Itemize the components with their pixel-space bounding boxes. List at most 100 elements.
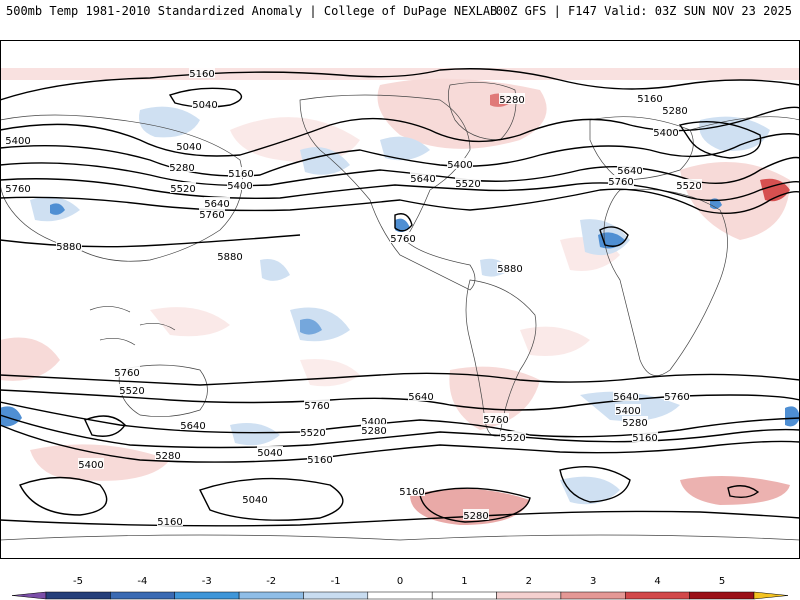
contour-label: 5640 (408, 392, 433, 403)
contour-label-bg (390, 232, 416, 243)
contour-label-bg (637, 92, 663, 103)
colorbar-tick-label: 0 (397, 576, 403, 587)
contour-label: 5400 (78, 460, 103, 471)
height-contours (0, 68, 800, 527)
contour-label: 5760 (664, 392, 689, 403)
contour-label-bg (257, 446, 283, 457)
contour-label-bg (447, 158, 473, 169)
contour-label-bg (622, 416, 648, 427)
contour-label-bg (170, 182, 196, 193)
colorbar: -5 -4 -3 -2 -1 0 1 2 3 4 5 (11, 576, 789, 600)
contour-label: 5520 (119, 386, 144, 397)
contour-label: 5760 (114, 368, 139, 379)
contour-label-bg (217, 250, 243, 261)
contour-label: 5280 (463, 511, 488, 522)
contour-label: 5520 (676, 181, 701, 192)
colorbar-bin (496, 591, 562, 600)
contour-label-bg (5, 134, 31, 145)
se-asia-islands (89, 306, 176, 346)
contour-label-bg (227, 179, 253, 190)
contour-label-bg (676, 179, 702, 190)
contour-label-bg (497, 262, 523, 273)
colorbar-min-extend (11, 591, 47, 600)
contour-label-bg (653, 126, 679, 137)
contour-label-bg (169, 161, 195, 172)
africa-outline (603, 188, 728, 376)
colorbar-bin (174, 591, 240, 600)
contour-label-bg (119, 384, 145, 395)
contour-label-bg (204, 197, 230, 208)
antarctica-outline (0, 534, 800, 541)
contour-label: 5160 (189, 69, 214, 80)
contour-label: 5160 (399, 487, 424, 498)
contour-label-bg (399, 485, 425, 496)
contour-label: 5160 (307, 455, 332, 466)
contour-label-bg (56, 240, 82, 251)
contour-label-bg (500, 431, 526, 442)
colorbar-tick-label: -5 (73, 576, 83, 587)
colorbar-bin (110, 591, 175, 600)
contour-label-bg (463, 509, 489, 520)
contour-label-bg (199, 208, 225, 219)
contour-label-bg (176, 140, 202, 151)
contour-label-bg (304, 399, 330, 410)
contour-label: 5520 (455, 179, 480, 190)
contour-label: 5040 (242, 495, 267, 506)
colorbar-tick-label: 5 (719, 576, 725, 587)
contour-label: 5400 (653, 128, 678, 139)
continent-outlines (0, 82, 800, 541)
colorbar-tick-label: 4 (654, 576, 660, 587)
australia-outline (118, 364, 208, 417)
contour-label-bg (499, 93, 525, 104)
contour-label-bg (361, 424, 387, 435)
contour-label: 5760 (483, 415, 508, 426)
contour-label-bg (632, 431, 658, 442)
contour-label: 5640 (617, 166, 642, 177)
colorbar-bin (560, 591, 626, 600)
colorbar-tick-labels: -5 -4 -3 -2 -1 0 1 2 3 4 5 (73, 576, 725, 587)
contour-label-bg (192, 98, 218, 109)
contour-label: 5280 (361, 426, 386, 437)
colorbar-bin (625, 591, 690, 600)
contour-label: 5880 (217, 252, 242, 263)
colorbar-bin (303, 591, 369, 600)
colorbar-tick-label: -4 (137, 576, 147, 587)
contour-label-bg (300, 426, 326, 437)
colorbar-tick-label: 1 (461, 576, 467, 587)
contour-label: 5160 (637, 94, 662, 105)
contour-label: 5640 (180, 421, 205, 432)
colorbar-tick-label: 3 (590, 576, 596, 587)
contour-label: 5760 (390, 234, 415, 245)
colorbar-tick-label: -1 (331, 576, 341, 587)
contour-label: 5640 (204, 199, 229, 210)
contour-label-bg (78, 458, 104, 469)
contour-label: 5280 (622, 418, 647, 429)
contour-label: 5400 (447, 160, 472, 171)
north-america-outline (299, 94, 476, 291)
contour-label-bg (483, 413, 509, 424)
colorbar-bin (45, 591, 111, 600)
contour-label: 5760 (5, 184, 30, 195)
contour-label-bg (157, 515, 183, 526)
contour-label-bg (613, 390, 639, 401)
colorbar-tick-label: -2 (266, 576, 276, 587)
contour-label: 5400 (361, 417, 386, 428)
colorbar-max-extend (753, 591, 789, 600)
contour-label: 5400 (615, 406, 640, 417)
strong-cold-anomaly (0, 198, 800, 427)
contour-label: 5040 (176, 142, 201, 153)
colorbar-tick-label: 2 (526, 576, 532, 587)
contour-label: 5640 (613, 392, 638, 403)
contour-label-bg (361, 415, 387, 426)
contour-label: 5760 (608, 177, 633, 188)
contour-label-bg (455, 177, 481, 188)
contour-label: 5880 (56, 242, 81, 253)
map-title: 500mb Temp 1981-2010 Standardized Anomal… (6, 4, 498, 18)
contour-label: 5400 (227, 181, 252, 192)
contour-label: 5880 (497, 264, 522, 275)
contour-label-bg (664, 390, 690, 401)
contour-label-bg (408, 390, 434, 401)
contour-label: 5760 (199, 210, 224, 221)
